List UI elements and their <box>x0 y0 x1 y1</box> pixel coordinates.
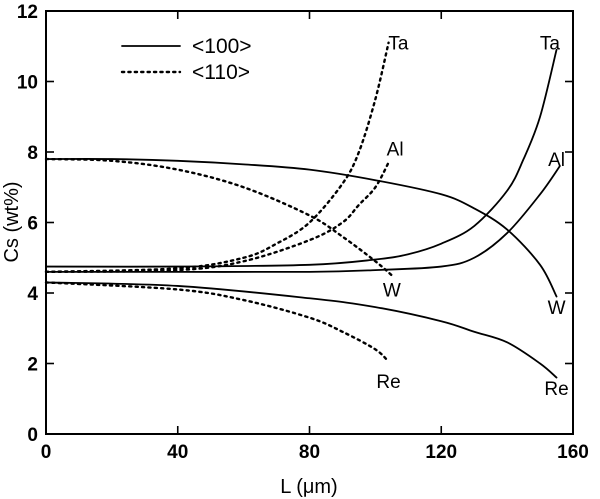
y-axis-title: Cs (wt%) <box>1 181 23 262</box>
curve-label-ta: Ta <box>540 34 561 55</box>
series-line-re-100 <box>45 281 558 379</box>
series-line-w-110 <box>44 157 394 277</box>
curve-label-re: Re <box>544 379 568 400</box>
series-line-w-100 <box>45 158 558 298</box>
series-line-ta-100 <box>45 48 558 268</box>
y-tick-label: 12 <box>17 2 38 23</box>
plot-frame <box>45 10 574 435</box>
series-group <box>44 41 561 379</box>
x-tick-label: 160 <box>557 442 589 463</box>
x-axis-title: L (μm) <box>280 476 337 498</box>
curve-labels: Ta Al W Re Ta Al W Re <box>376 34 568 400</box>
curve-label-re: Re <box>376 372 400 393</box>
x-tick-label: 120 <box>425 442 457 463</box>
y-tick-label: 6 <box>27 214 38 235</box>
series-line-al-110 <box>44 161 390 274</box>
x-tick-label: 80 <box>299 442 320 463</box>
x-tick-label: 0 <box>41 442 52 463</box>
y-tick-label: 8 <box>27 143 38 164</box>
curve-label-w: W <box>383 280 401 301</box>
legend-label-100: <100> <box>192 35 252 58</box>
x-tick-label: 40 <box>167 442 188 463</box>
curve-label-al: Al <box>548 150 565 171</box>
y-tick-label: 2 <box>27 355 38 376</box>
curve-label-al: Al <box>387 139 404 160</box>
series-line-al-100 <box>45 165 561 273</box>
series-line-re-110 <box>44 281 390 363</box>
series-line-ta-110 <box>44 41 390 274</box>
legend-label-110: <110> <box>192 61 250 84</box>
plot-area-border <box>45 10 574 435</box>
axis-ticks <box>45 10 574 435</box>
legend: <100> <110> <box>120 35 252 84</box>
curve-label-w: W <box>548 298 566 319</box>
y-tick-label: 4 <box>27 284 38 305</box>
curve-label-ta: Ta <box>388 34 409 55</box>
y-tick-label: 10 <box>17 73 38 94</box>
y-tick-label: 0 <box>27 425 38 446</box>
tick-labels: 0 40 80 120 160 0 2 4 6 8 10 12 <box>17 2 589 463</box>
